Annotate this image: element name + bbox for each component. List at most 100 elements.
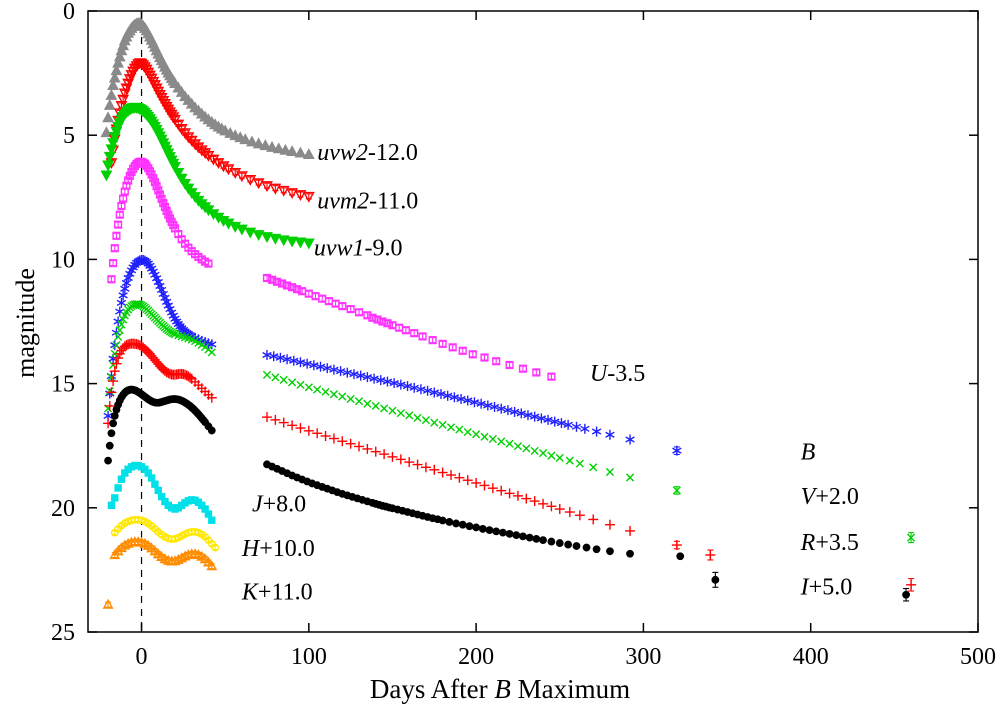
point-marker bbox=[409, 384, 419, 391]
point-marker bbox=[102, 598, 114, 609]
point-marker bbox=[252, 178, 265, 190]
point-marker bbox=[543, 416, 553, 423]
series-U bbox=[107, 157, 556, 381]
point-marker bbox=[277, 185, 290, 197]
annotation-u-label: U-3.5 bbox=[590, 361, 645, 387]
point-marker bbox=[153, 278, 163, 286]
point-marker bbox=[625, 436, 635, 443]
point-marker bbox=[518, 364, 528, 373]
point-marker bbox=[421, 416, 431, 425]
point-marker bbox=[516, 410, 526, 417]
point-marker bbox=[455, 425, 464, 434]
point-marker bbox=[711, 575, 720, 584]
point-marker bbox=[268, 353, 279, 360]
point-marker bbox=[252, 137, 265, 149]
point-marker bbox=[124, 176, 133, 185]
series-I bbox=[104, 385, 910, 602]
point-marker bbox=[100, 170, 113, 182]
point-marker bbox=[143, 260, 153, 267]
point-marker bbox=[289, 357, 299, 364]
point-marker bbox=[416, 386, 426, 393]
point-marker bbox=[175, 173, 188, 185]
point-marker bbox=[396, 381, 406, 388]
point-marker bbox=[523, 412, 533, 419]
point-marker bbox=[483, 402, 493, 409]
annotation-italic-text: V bbox=[801, 484, 818, 510]
point-marker bbox=[111, 494, 119, 502]
point-marker bbox=[156, 286, 167, 294]
point-marker bbox=[110, 244, 119, 253]
point-marker bbox=[547, 372, 556, 381]
point-marker bbox=[160, 294, 170, 302]
point-marker bbox=[194, 338, 203, 347]
point-marker bbox=[354, 308, 364, 317]
y-tick-label: 25 bbox=[51, 620, 75, 646]
point-marker bbox=[438, 339, 447, 348]
point-marker bbox=[235, 224, 248, 236]
point-marker bbox=[304, 383, 313, 392]
series-R bbox=[103, 338, 917, 592]
point-marker bbox=[117, 475, 126, 483]
point-marker bbox=[302, 360, 312, 367]
point-marker bbox=[123, 274, 133, 282]
point-marker bbox=[492, 527, 501, 536]
point-marker bbox=[261, 232, 273, 244]
point-marker bbox=[109, 259, 118, 268]
point-marker bbox=[166, 309, 177, 316]
point-marker bbox=[591, 428, 602, 435]
point-marker bbox=[321, 387, 330, 396]
point-marker bbox=[108, 360, 118, 370]
point-marker bbox=[102, 160, 115, 172]
point-marker bbox=[492, 357, 501, 366]
point-marker bbox=[565, 456, 574, 465]
point-marker bbox=[363, 399, 372, 408]
point-marker bbox=[170, 315, 180, 322]
annotation-plain-text: -12.0 bbox=[368, 140, 418, 166]
point-marker bbox=[555, 539, 564, 547]
point-marker bbox=[346, 305, 355, 314]
point-marker bbox=[235, 171, 248, 183]
point-marker bbox=[157, 194, 166, 203]
point-marker bbox=[389, 379, 399, 387]
point-marker bbox=[505, 529, 514, 538]
point-marker bbox=[465, 522, 474, 531]
point-marker bbox=[382, 378, 393, 385]
annotation-plain-text: +8.0 bbox=[263, 492, 307, 518]
point-marker bbox=[148, 268, 158, 275]
point-marker bbox=[107, 501, 116, 510]
annotation-plain-text: +10.0 bbox=[259, 536, 315, 562]
point-marker bbox=[582, 543, 591, 552]
point-marker bbox=[282, 356, 292, 363]
point-marker bbox=[275, 354, 286, 361]
point-marker bbox=[173, 320, 184, 328]
point-marker bbox=[575, 459, 584, 468]
point-marker bbox=[445, 518, 454, 526]
point-marker bbox=[396, 409, 405, 418]
annotation-plain-text: +2.0 bbox=[815, 484, 859, 510]
point-marker bbox=[105, 88, 118, 100]
point-marker bbox=[199, 553, 211, 564]
point-marker bbox=[338, 302, 347, 311]
y-tick-label: 10 bbox=[51, 247, 75, 273]
point-marker bbox=[122, 181, 131, 190]
point-marker bbox=[244, 227, 257, 239]
point-marker bbox=[103, 98, 116, 110]
series-V bbox=[103, 300, 916, 544]
point-marker bbox=[288, 378, 297, 387]
point-marker bbox=[110, 64, 123, 76]
series-K bbox=[102, 536, 218, 609]
point-marker bbox=[107, 373, 116, 382]
point-marker bbox=[115, 326, 124, 335]
point-marker bbox=[472, 523, 481, 532]
annotation-k-label: K+11.0 bbox=[241, 580, 313, 606]
point-marker bbox=[279, 143, 292, 155]
point-marker bbox=[442, 392, 453, 399]
annotation-r-label: R+3.5 bbox=[800, 530, 859, 556]
annotation-plain-text: -3.5 bbox=[607, 361, 645, 387]
annotation-j-label: J+8.0 bbox=[252, 492, 306, 518]
point-marker bbox=[536, 415, 547, 422]
point-marker bbox=[563, 421, 573, 428]
point-marker bbox=[117, 320, 126, 329]
point-marker bbox=[158, 290, 168, 298]
